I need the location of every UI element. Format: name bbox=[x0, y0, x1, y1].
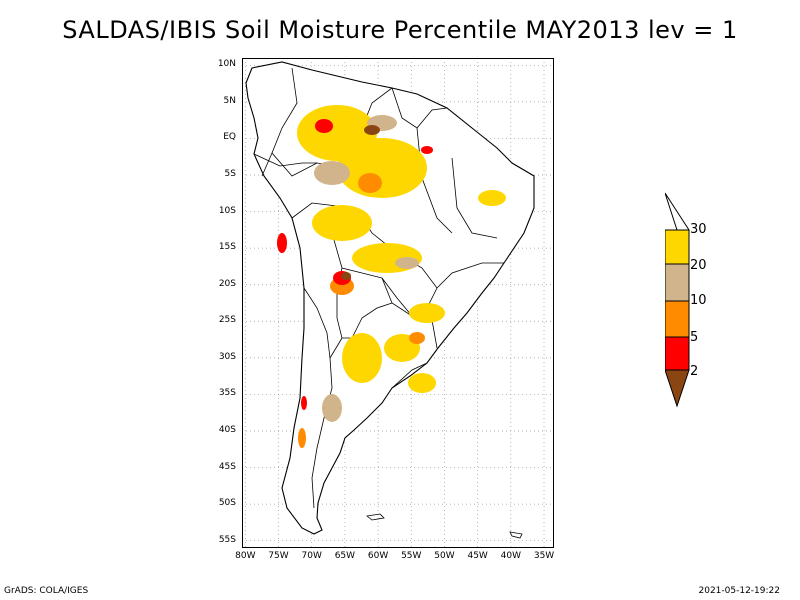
lat-tick-label: 10S bbox=[218, 205, 236, 216]
legend-label-5: 5 bbox=[690, 330, 699, 345]
footer-credit: GrADS: COLA/IGES bbox=[4, 586, 89, 596]
patch-below-2 bbox=[364, 125, 380, 135]
patch-5-10 bbox=[298, 428, 306, 448]
patch-20-30 bbox=[409, 303, 445, 323]
legend-swatch-5-10 bbox=[665, 300, 690, 338]
country-borders bbox=[253, 67, 504, 509]
lat-tick-label: 50S bbox=[218, 498, 236, 509]
legend-swatch-20-30 bbox=[665, 229, 690, 265]
footer-timestamp: 2021-05-12-19:22 bbox=[698, 586, 781, 596]
lat-tick-label: 40S bbox=[218, 424, 236, 435]
patch-2-5 bbox=[301, 396, 307, 410]
lat-tick-label: 45S bbox=[218, 461, 236, 472]
percentile-patches bbox=[277, 105, 506, 448]
lat-tick-label: 5N bbox=[223, 95, 236, 106]
patch-2-5 bbox=[421, 146, 433, 154]
legend-colorbar bbox=[665, 192, 690, 408]
patch-20-30 bbox=[337, 138, 427, 198]
patch-5-10 bbox=[358, 173, 382, 193]
soil-moisture-map bbox=[242, 58, 554, 548]
patch-2-5 bbox=[315, 119, 333, 133]
lon-tick-label: 80W bbox=[235, 551, 256, 561]
lon-tick-label: 35W bbox=[533, 551, 555, 561]
map-border bbox=[242, 58, 554, 548]
lat-tick-label: 20S bbox=[218, 278, 236, 289]
patch-below-2 bbox=[341, 272, 351, 280]
map-title: SALDAS/IBIS Soil Moisture Percentile MAY… bbox=[62, 16, 738, 44]
lat-tick-label: 55S bbox=[218, 534, 236, 545]
patch-10-20 bbox=[314, 161, 350, 185]
patch-20-30 bbox=[312, 205, 372, 241]
patch-2-5 bbox=[277, 233, 287, 253]
lon-tick-label: 40W bbox=[500, 551, 522, 561]
legend-swatch-below2 bbox=[665, 369, 690, 408]
legend-label-30: 30 bbox=[690, 222, 707, 237]
lon-tick-label: 60W bbox=[367, 551, 389, 561]
lat-tick-label: 35S bbox=[218, 388, 236, 399]
lat-tick-label: 25S bbox=[218, 315, 236, 326]
legend-swatch-2-5 bbox=[665, 336, 690, 371]
legend-label-20: 20 bbox=[690, 258, 707, 273]
lon-tick-label: 70W bbox=[301, 551, 322, 561]
legend-swatch-10-20 bbox=[665, 263, 690, 302]
patch-20-30 bbox=[342, 333, 382, 383]
lat-tick-label: 10N bbox=[217, 59, 236, 70]
lat-tick-label: EQ bbox=[223, 132, 236, 143]
lat-tick-label: 30S bbox=[218, 351, 236, 362]
legend-label-2: 2 bbox=[690, 364, 699, 379]
lon-tick-label: 50W bbox=[434, 551, 455, 561]
lat-tick-label: 15S bbox=[218, 242, 236, 253]
patch-10-20 bbox=[395, 257, 419, 269]
lon-tick-label: 75W bbox=[268, 551, 289, 561]
patch-5-10 bbox=[409, 332, 425, 344]
legend-swatch-above30 bbox=[665, 192, 690, 231]
lon-tick-label: 45W bbox=[467, 551, 488, 561]
lat-tick-label: 5S bbox=[224, 169, 236, 179]
patch-20-30 bbox=[408, 373, 436, 393]
map-panel bbox=[242, 58, 554, 548]
lon-tick-label: 65W bbox=[334, 551, 356, 561]
patch-20-30 bbox=[478, 190, 506, 206]
patch-10-20 bbox=[322, 394, 342, 422]
legend-label-10: 10 bbox=[690, 293, 707, 308]
lon-tick-label: 55W bbox=[401, 551, 422, 561]
